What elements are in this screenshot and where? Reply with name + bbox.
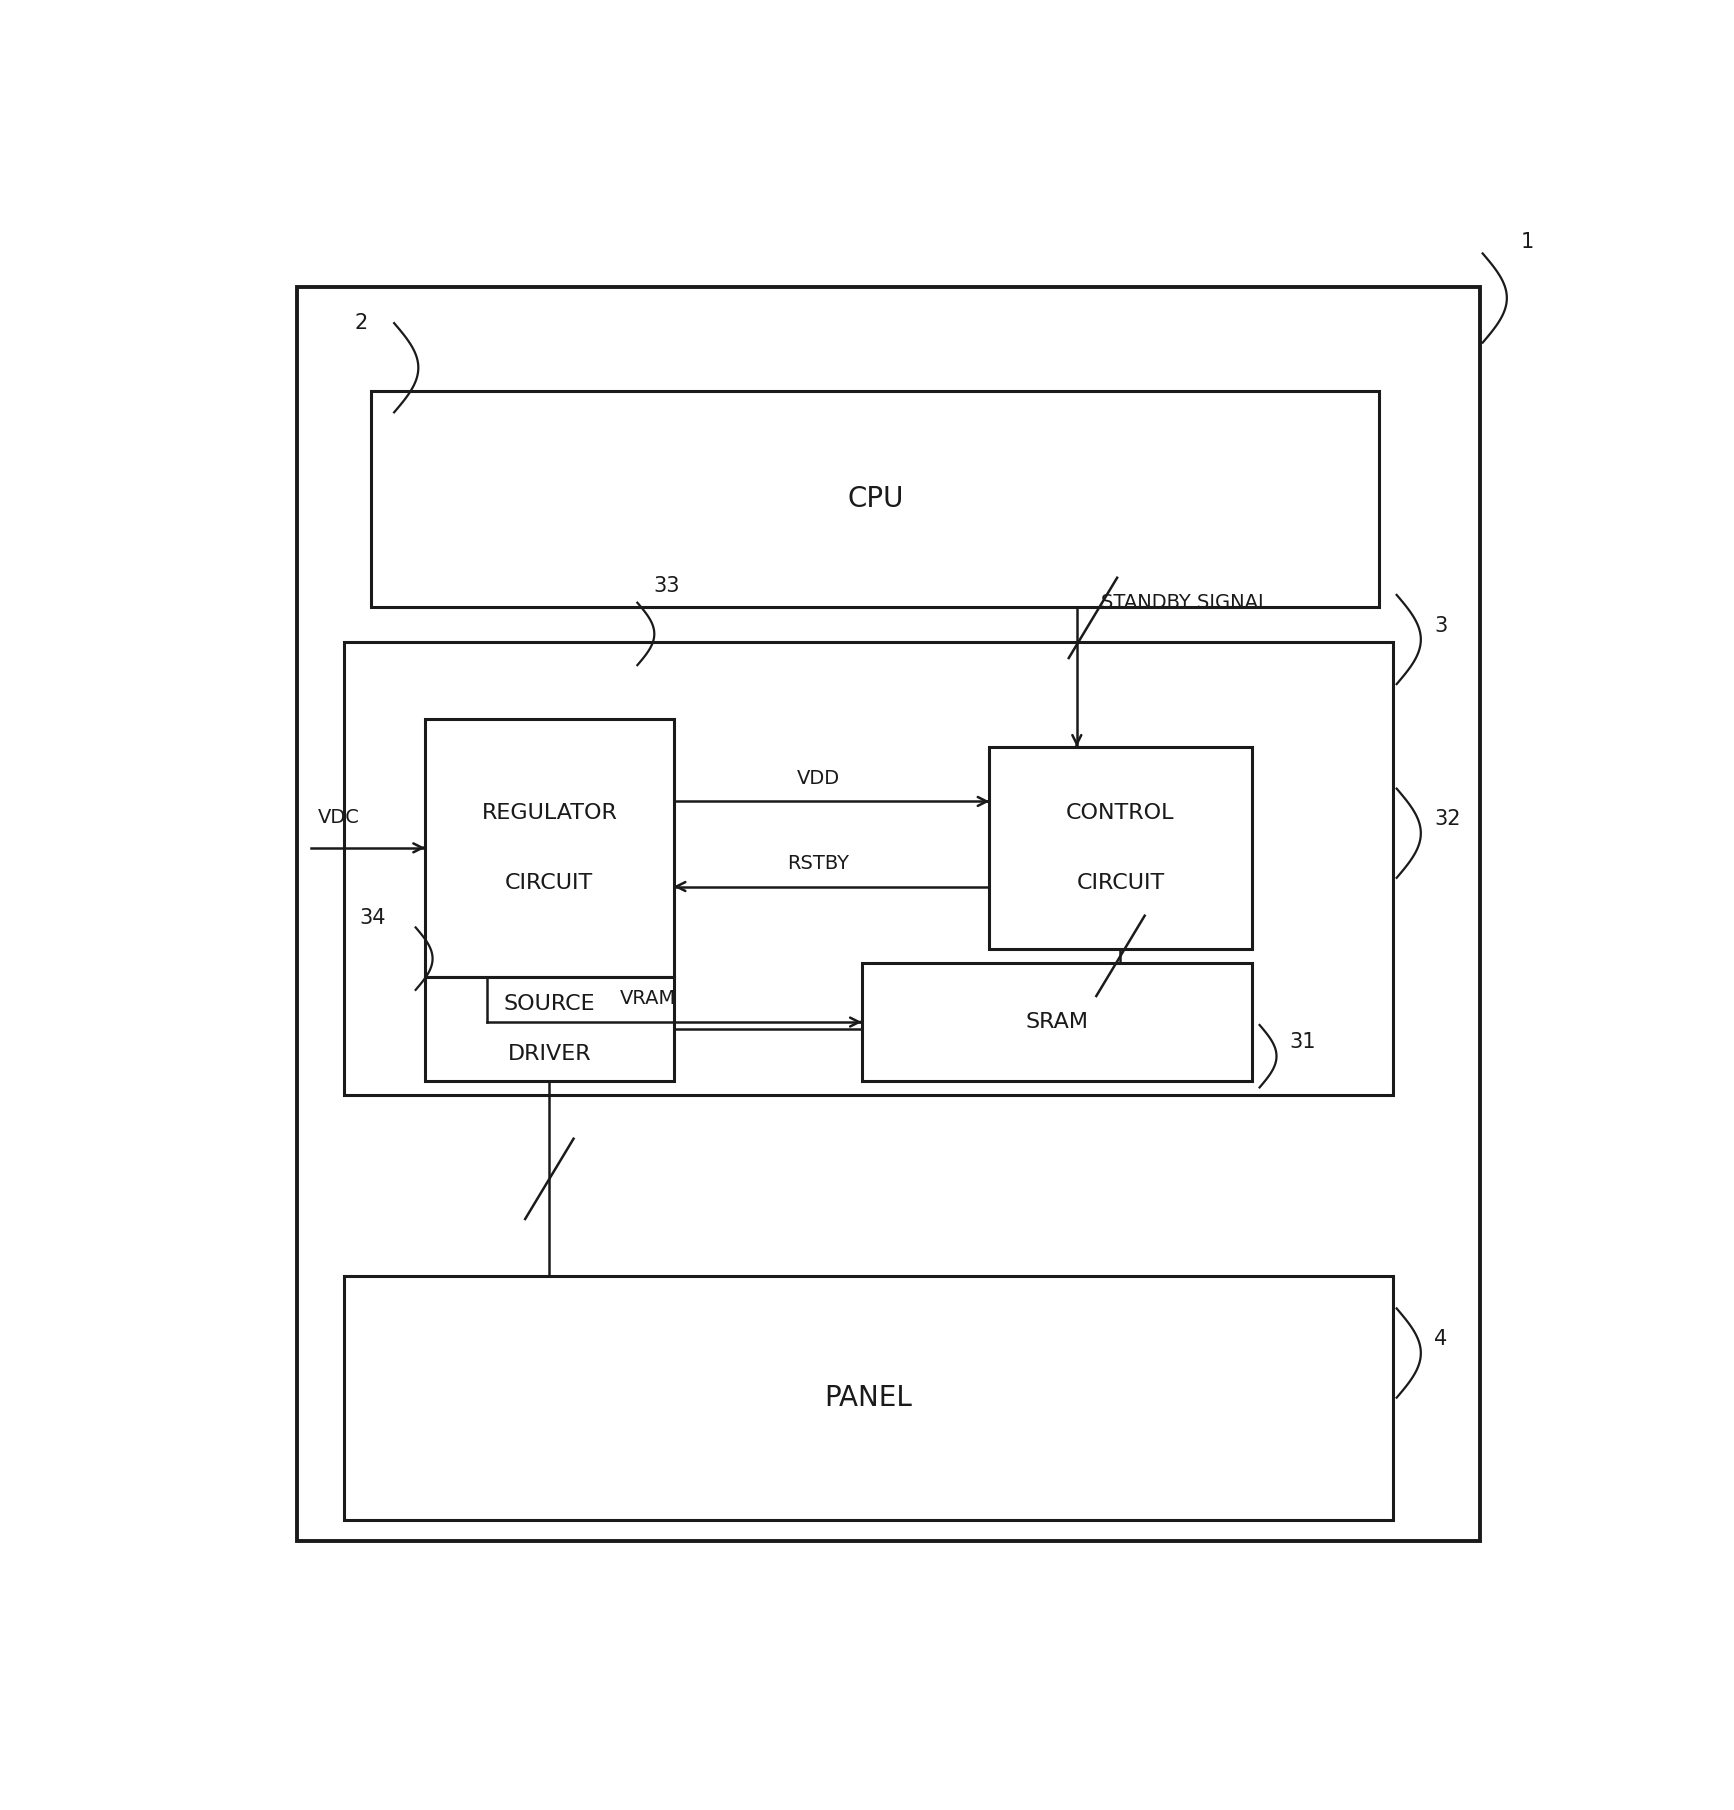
Bar	[990, 748, 1252, 948]
Bar	[425, 977, 673, 1081]
Bar	[298, 286, 1481, 1542]
Text: VRAM: VRAM	[619, 988, 676, 1008]
Text: CONTROL: CONTROL	[1066, 804, 1174, 824]
Text: CPU: CPU	[846, 485, 903, 514]
Text: CIRCUIT: CIRCUIT	[1077, 872, 1165, 892]
Text: DRIVER: DRIVER	[508, 1044, 591, 1064]
Text: PANEL: PANEL	[825, 1385, 912, 1412]
Text: RSTBY: RSTBY	[787, 854, 850, 872]
Text: REGULATOR: REGULATOR	[482, 804, 617, 824]
Text: 33: 33	[654, 576, 680, 595]
Text: 32: 32	[1434, 809, 1460, 829]
Text: SOURCE: SOURCE	[503, 994, 595, 1014]
Text: VDC: VDC	[317, 807, 359, 827]
Text: 3: 3	[1434, 615, 1448, 635]
Bar	[371, 391, 1379, 608]
Text: 2: 2	[354, 313, 368, 333]
Text: 31: 31	[1288, 1032, 1316, 1052]
Text: STANDBY SIGNAL: STANDBY SIGNAL	[1101, 592, 1269, 612]
Bar	[345, 643, 1392, 1095]
Text: 4: 4	[1434, 1329, 1448, 1348]
Text: SRAM: SRAM	[1025, 1012, 1089, 1032]
Text: 34: 34	[359, 909, 387, 929]
Bar	[425, 719, 673, 977]
Bar	[345, 1276, 1392, 1520]
Bar	[862, 963, 1252, 1081]
Text: CIRCUIT: CIRCUIT	[505, 872, 593, 892]
Text: VDD: VDD	[796, 769, 839, 787]
Text: 1: 1	[1521, 232, 1533, 252]
